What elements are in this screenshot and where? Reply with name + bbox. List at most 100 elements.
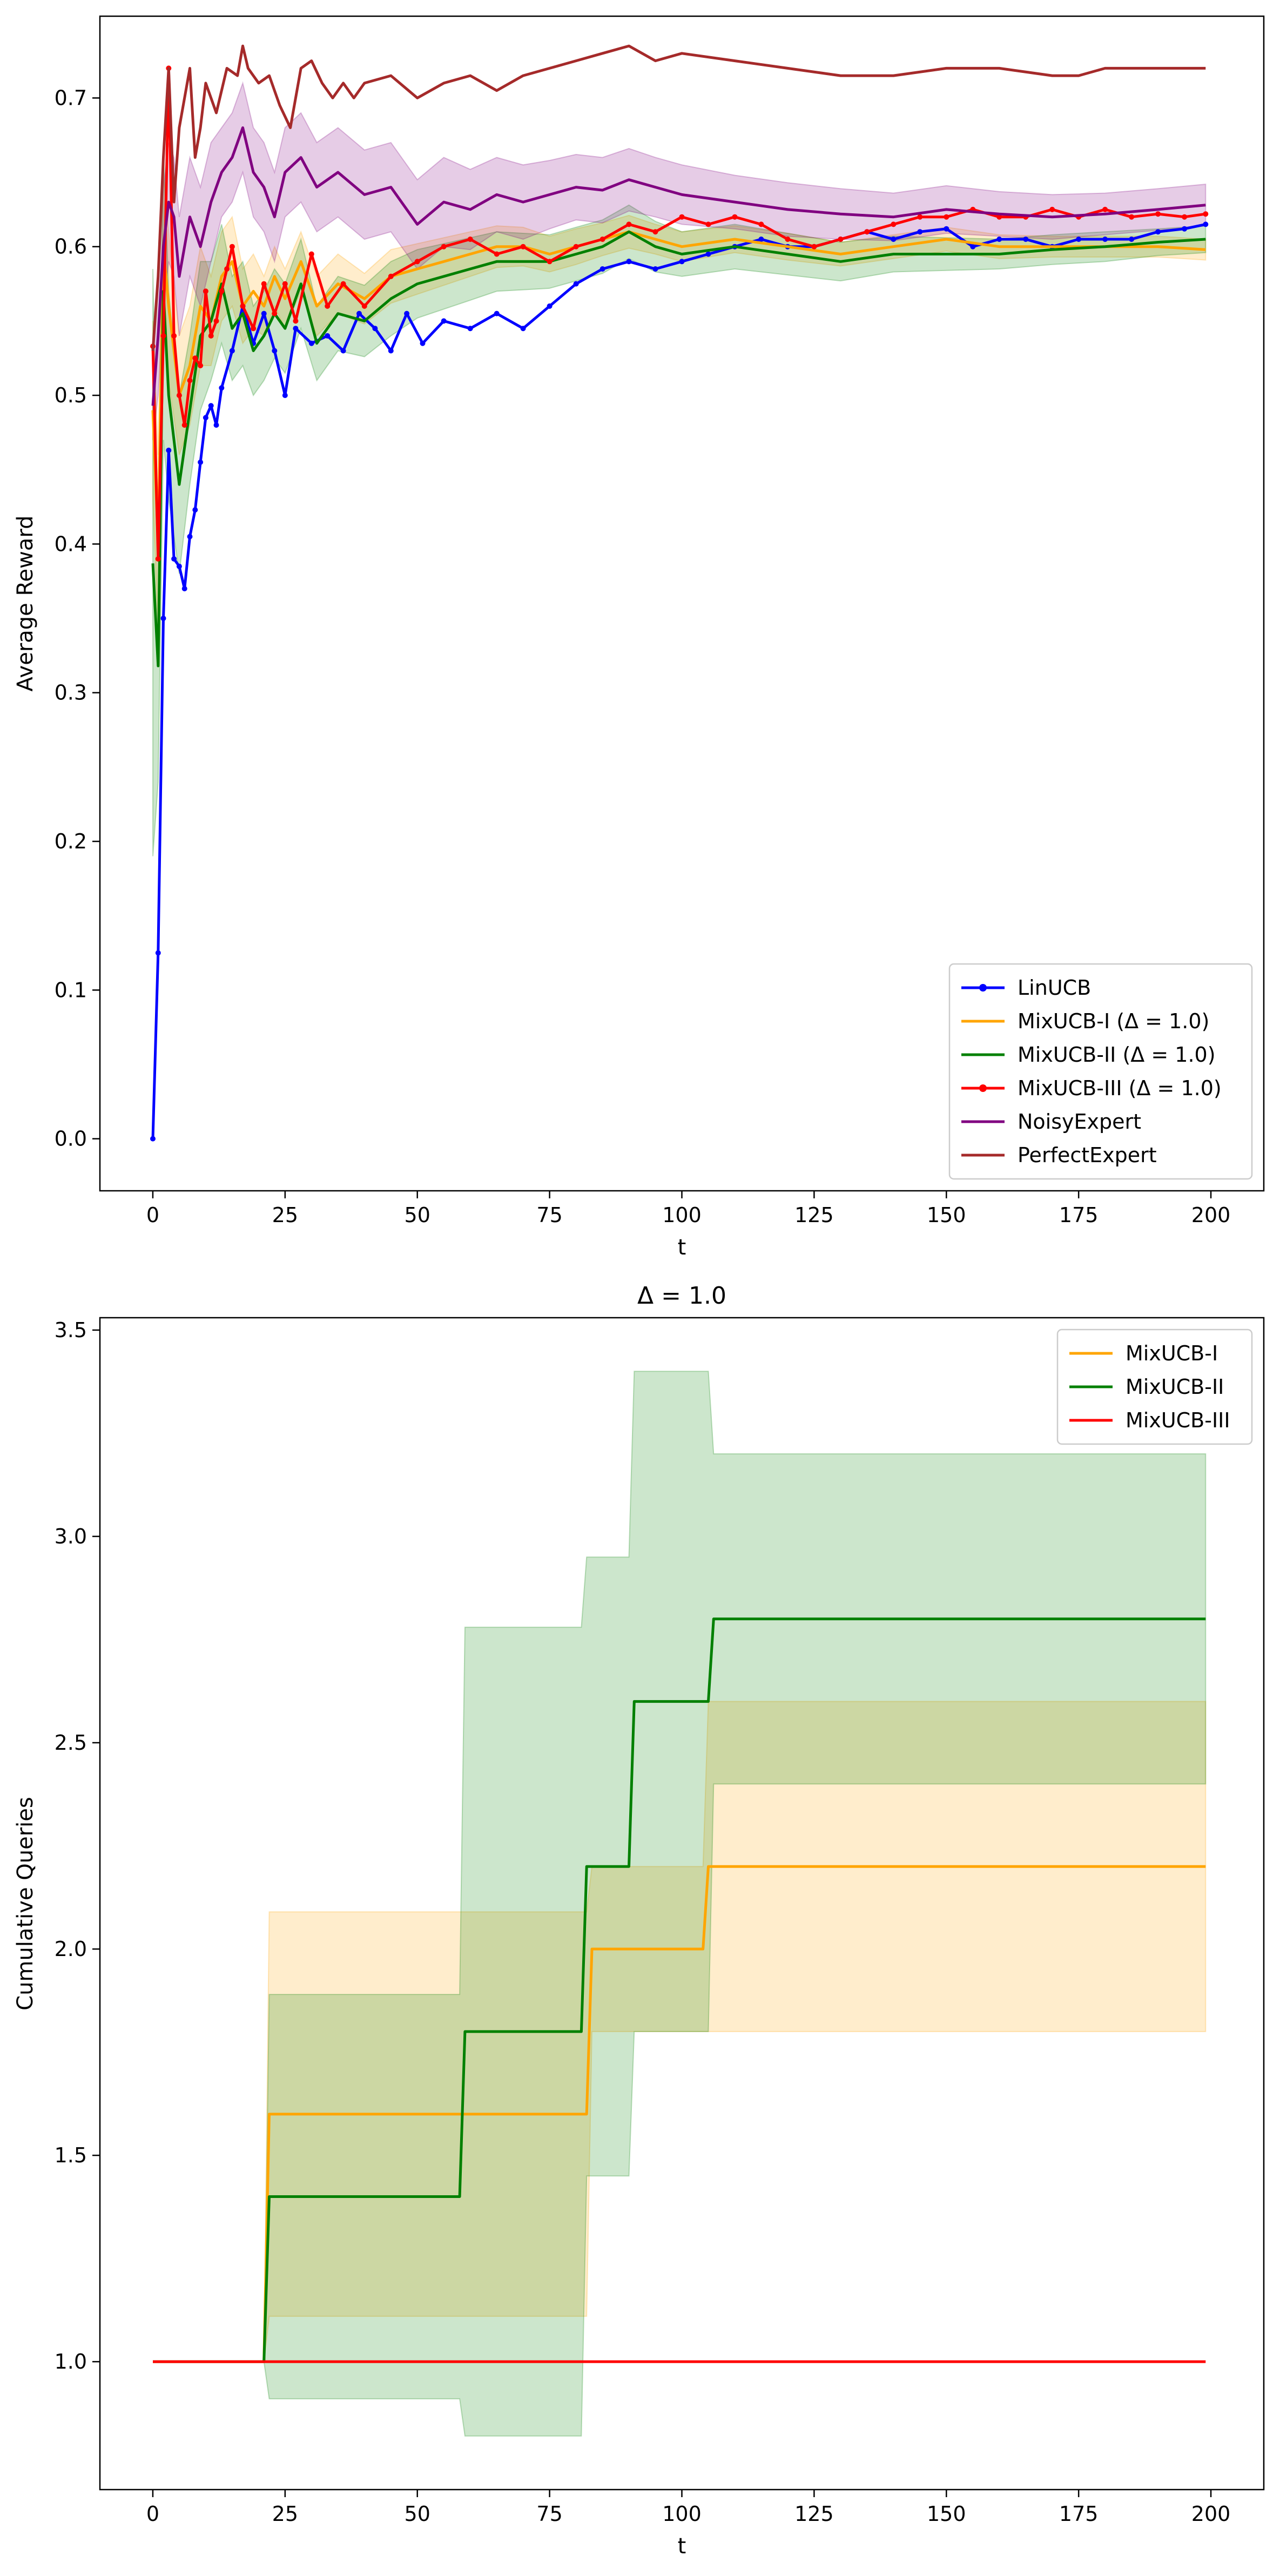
series-line-mixucb-iii-1-0 [151, 66, 1206, 561]
legend: LinUCB MixUCB-I (Δ = 1.0) MixUCB-II (Δ = 1… [948, 963, 1253, 1180]
x-tick-label: 100 [662, 1203, 702, 1227]
point-mixucb-iii-1-0 [626, 221, 632, 227]
point-linucb [171, 556, 177, 562]
y-tick-label: 2.0 [55, 1937, 87, 1961]
x-tick-label: 50 [405, 2502, 430, 2526]
point-linucb [1182, 226, 1188, 232]
point-linucb [372, 326, 378, 332]
legend-marker-mixucb-iii-1-0 [979, 1084, 987, 1092]
point-mixucb-iii-1-0 [732, 214, 738, 220]
point-linucb [1102, 237, 1108, 242]
point-linucb [187, 534, 193, 540]
point-linucb [970, 244, 976, 249]
point-mixucb-iii-1-0 [441, 244, 447, 249]
point-mixucb-iii-1-0 [340, 281, 346, 287]
point-mixucb-iii-1-0 [1155, 211, 1161, 217]
point-mixucb-iii-1-0 [213, 318, 219, 324]
x-tick-label: 0 [146, 2502, 159, 2526]
point-mixucb-iii-1-0 [219, 288, 225, 294]
point-linucb [1023, 237, 1029, 242]
point-linucb [155, 950, 161, 956]
y-tick-label: 2.5 [55, 1731, 87, 1755]
point-linucb [293, 326, 299, 332]
point-mixucb-iii-1-0 [160, 333, 166, 339]
x-tick-label: 75 [536, 2502, 562, 2526]
point-mixucb-iii-1-0 [1129, 214, 1135, 220]
point-linucb [996, 237, 1002, 242]
point-mixucb-iii-1-0 [705, 221, 711, 227]
point-linucb [891, 237, 897, 242]
point-mixucb-iii-1-0 [198, 363, 204, 368]
point-linucb [679, 259, 685, 265]
x-tick-label: 25 [272, 1203, 298, 1227]
legend-entry-noisyexpert: NoisyExpert [1018, 1110, 1141, 1134]
point-mixucb-iii-1-0 [272, 311, 278, 316]
series-line-mixucb-ii [153, 1617, 1206, 2363]
point-mixucb-iii-1-0 [251, 326, 257, 332]
y-tick-label: 0.7 [55, 86, 87, 110]
point-mixucb-iii-1-0 [240, 303, 246, 309]
point-linucb [705, 251, 711, 257]
x-tick-label: 125 [794, 1203, 834, 1227]
y-tick-label: 0.6 [55, 235, 87, 259]
point-mixucb-iii-1-0 [325, 303, 331, 309]
point-mixucb-iii-1-0 [181, 422, 187, 428]
point-linucb [308, 340, 314, 346]
point-linucb [1203, 221, 1209, 227]
chart-1: 0 25 50 75 100 125 150 175 200 0.0 0.1 0.2 0.3 0.4 0.5… [13, 15, 1265, 1260]
point-mixucb-iii-1-0 [652, 229, 658, 235]
chart-title: Δ = 1.0 [637, 1282, 726, 1310]
point-mixucb-iii-1-0 [996, 214, 1002, 220]
y-tick-label: 0.0 [55, 1127, 87, 1151]
point-mixucb-iii-1-0 [171, 333, 177, 339]
point-linucb [282, 393, 288, 399]
point-linucb [494, 311, 500, 316]
x-tick-label: 50 [405, 1203, 430, 1227]
point-mixucb-iii-1-0 [520, 244, 526, 249]
x-tick-label: 25 [272, 2502, 298, 2526]
y-tick-label: 1.0 [55, 2350, 87, 2373]
band-mixucb-i-1-0 [152, 172, 1207, 633]
point-mixucb-iii-1-0 [208, 333, 214, 339]
legend-entry-mixucb-i: MixUCB-I [1126, 1341, 1218, 1365]
y-axis-label: Cumulative Queries [13, 1797, 38, 2010]
x-tick-label: 175 [1059, 1203, 1099, 1227]
legend-box [1056, 1329, 1253, 1445]
point-linucb [1155, 229, 1161, 235]
legend-entry-perfectexpert: PerfectExpert [1018, 1143, 1157, 1167]
point-mixucb-iii-1-0 [155, 556, 161, 562]
point-mixucb-iii-1-0 [917, 214, 923, 220]
point-linucb [520, 326, 526, 332]
point-mixucb-iii-1-0 [494, 251, 500, 257]
point-mixucb-iii-1-0 [891, 221, 897, 227]
y-tick-label: 3.5 [55, 1318, 87, 1342]
point-mixucb-iii-1-0 [1049, 206, 1055, 212]
point-linucb [652, 266, 658, 272]
point-mixucb-iii-1-0 [838, 237, 844, 242]
y-tick-label: 3.0 [55, 1525, 87, 1548]
point-mixucb-iii-1-0 [187, 377, 193, 383]
x-axis-label: t [678, 2534, 686, 2559]
x-tick-label: 200 [1191, 1203, 1231, 1227]
x-tick-label: 0 [146, 1203, 159, 1227]
point-mixucb-iii-1-0 [1203, 211, 1209, 217]
series-line-mixucb-ii-1-0 [151, 230, 1206, 667]
point-mixucb-iii-1-0 [547, 259, 553, 265]
point-linucb [626, 259, 632, 265]
point-linucb [176, 563, 182, 569]
point-linucb [198, 459, 204, 465]
legend-box [948, 963, 1253, 1180]
y-tick-label: 0.3 [55, 681, 87, 705]
plot-area [153, 1371, 1207, 2437]
point-linucb [192, 507, 198, 513]
point-mixucb-iii-1-0 [467, 237, 473, 242]
point-mixucb-iii-1-0 [679, 214, 685, 220]
y-tick-label: 0.2 [55, 830, 87, 853]
point-mixucb-iii-1-0 [361, 303, 367, 309]
legend-entry-mixucb-ii: MixUCB-II [1126, 1375, 1224, 1399]
x-tick-label: 100 [662, 2502, 702, 2526]
point-mixucb-iii-1-0 [414, 259, 420, 265]
point-linucb [203, 415, 208, 421]
x-tick-label: 75 [536, 1203, 562, 1227]
point-linucb [150, 1136, 156, 1142]
